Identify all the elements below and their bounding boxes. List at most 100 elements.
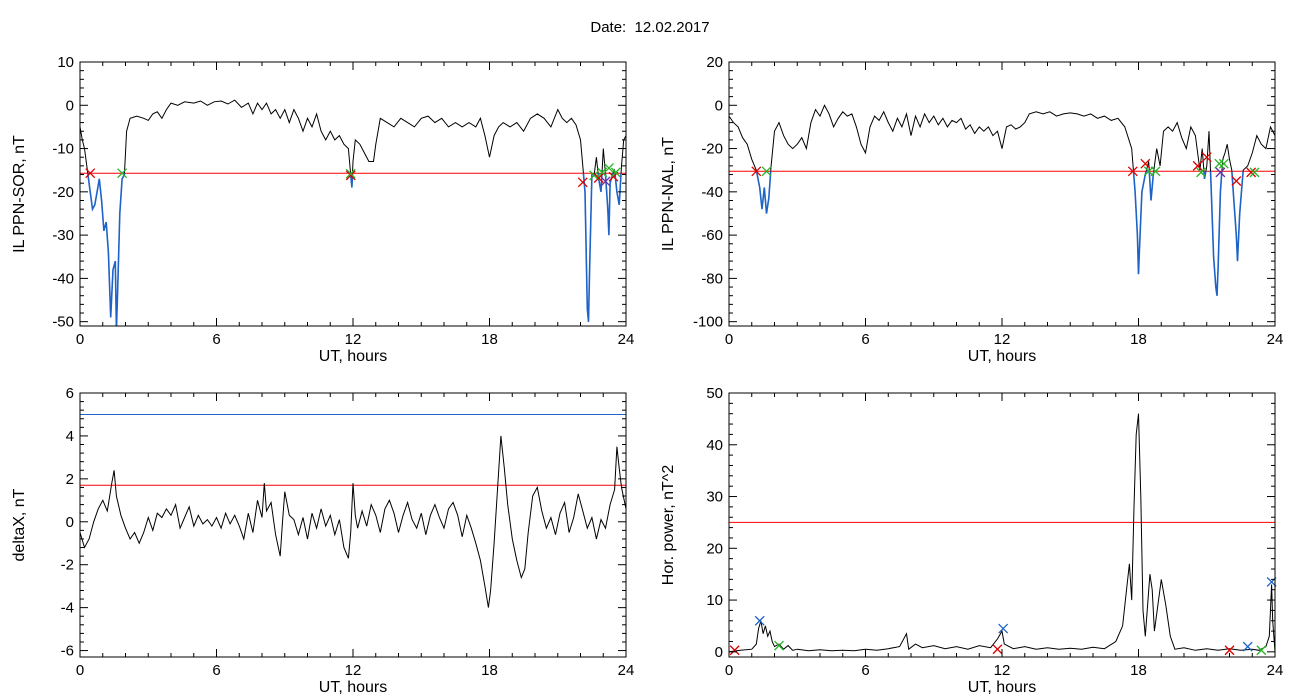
- event-marker-3: [345, 170, 356, 181]
- substorm-highlight-line: [86, 173, 622, 326]
- y-tick-label: 10: [57, 54, 74, 71]
- x-tick-label: 6: [861, 662, 869, 679]
- x-tick-label: 6: [212, 662, 220, 679]
- x-tick-label: 6: [861, 331, 869, 348]
- event-marker-6: [589, 170, 600, 181]
- y-tick-label: 6: [66, 385, 74, 402]
- x-tick-label: 12: [345, 331, 362, 348]
- x-tick-label: 24: [1267, 662, 1284, 679]
- x-tick-label: 6: [212, 331, 220, 348]
- y-tick-label: -50: [52, 314, 74, 331]
- x-tick-label: 24: [618, 331, 635, 348]
- y-tick-label: 4: [66, 428, 74, 445]
- event-marker-5: [577, 177, 588, 188]
- y-tick-label: -20: [52, 184, 74, 201]
- y-axis-label: IL PPN-NAL, nT: [660, 137, 677, 251]
- event-marker-15: [1249, 167, 1260, 178]
- event-marker-1: [729, 645, 740, 656]
- x-tick-label: 0: [725, 331, 733, 348]
- y-tick-label: 0: [66, 97, 74, 114]
- y-axis-label: IL PPN-SOR, nT: [11, 135, 28, 253]
- data-series-line: [80, 99, 626, 326]
- x-axis-label: UT, hours: [968, 679, 1036, 696]
- y-tick-label: -60: [701, 227, 723, 244]
- x-tick-label: 24: [618, 662, 635, 679]
- substorm-highlight-line: [755, 171, 1244, 296]
- y-tick-label: 40: [706, 437, 723, 454]
- event-marker-6: [1150, 166, 1161, 177]
- event-marker-3: [774, 640, 785, 651]
- y-tick-label: 50: [706, 385, 723, 402]
- data-series-line: [80, 435, 626, 608]
- chart-4: 0 6 12 18 24 50 40 30 20 10 0 UT, hours Hor. power, …: [660, 385, 1283, 696]
- plot-frame: [728, 61, 1276, 327]
- page-title: Date: 12.02.2017: [590, 19, 710, 36]
- y-axis-label: deltaX, nT: [11, 488, 28, 561]
- y-tick-label: -6: [61, 643, 74, 660]
- y-tick-label: 20: [706, 540, 723, 557]
- event-marker-2: [117, 168, 128, 179]
- x-tick-label: 24: [1267, 331, 1284, 348]
- x-tick-label: 18: [1130, 662, 1147, 679]
- chart-3: 0 6 12 18 24 6 4 2 0 -2 -4 -6 UT, hours deltaX, nT: [11, 385, 634, 696]
- event-marker-7: [1242, 641, 1253, 652]
- event-marker-10: [1214, 158, 1225, 169]
- y-tick-label: 0: [715, 97, 723, 114]
- y-tick-label: 10: [706, 592, 723, 609]
- y-tick-label: 30: [706, 489, 723, 506]
- y-tick-label: 20: [706, 54, 723, 71]
- x-tick-label: 0: [76, 331, 84, 348]
- x-tick-label: 12: [994, 662, 1011, 679]
- y-tick-label: 0: [66, 514, 74, 531]
- event-marker-10: [603, 163, 614, 173]
- event-marker-5: [998, 623, 1009, 634]
- y-tick-label: -10: [52, 141, 74, 158]
- event-marker-12: [610, 167, 621, 178]
- event-marker-1: [85, 168, 96, 179]
- event-marker-8: [1196, 167, 1207, 178]
- y-tick-label: -40: [52, 270, 74, 287]
- y-tick-label: 0: [715, 644, 723, 661]
- x-tick-label: 12: [345, 662, 362, 679]
- x-tick-label: 18: [481, 331, 498, 348]
- event-marker-4: [992, 644, 1003, 655]
- x-axis-label: UT, hours: [319, 679, 387, 696]
- event-marker-9: [600, 176, 611, 187]
- plot-frame: [79, 61, 627, 327]
- event-marker-3: [1127, 166, 1138, 177]
- chart-1: 0 6 12 18 24 10 0 -10 -20 -30 -40 -50 UT, hours IL PP…: [11, 54, 634, 365]
- x-axis-label: UT, hours: [968, 348, 1036, 365]
- event-marker-7: [1192, 160, 1203, 171]
- event-marker-2: [754, 615, 765, 626]
- event-marker-12: [1218, 158, 1229, 169]
- event-marker-14: [1246, 167, 1257, 178]
- x-tick-label: 0: [76, 662, 84, 679]
- event-marker-7: [593, 173, 604, 183]
- event-marker-9: [1201, 152, 1212, 163]
- y-axis-label: Hor. power, nT^2: [660, 465, 677, 586]
- y-tick-label: -100: [693, 314, 723, 331]
- y-tick-label: -30: [52, 227, 74, 244]
- x-tick-label: 12: [994, 331, 1011, 348]
- event-marker-4: [345, 168, 356, 179]
- plot-frame: [79, 392, 627, 658]
- event-marker-6: [1224, 645, 1235, 656]
- x-tick-label: 0: [725, 662, 733, 679]
- event-marker-4: [1140, 158, 1151, 169]
- y-tick-label: -4: [61, 600, 74, 617]
- event-marker-1: [751, 166, 762, 177]
- y-tick-label: 2: [66, 471, 74, 488]
- chart-2: 0 6 12 18 24 20 0 -20 -40 -60 -80 -100 UT, hours IL P…: [660, 54, 1283, 365]
- y-tick-label: -2: [61, 557, 74, 574]
- event-marker-8: [597, 167, 608, 178]
- y-tick-label: -80: [701, 270, 723, 287]
- event-marker-8: [1256, 645, 1267, 656]
- data-series-line: [729, 413, 1275, 653]
- event-marker-13: [1231, 176, 1242, 186]
- plot-frame: [728, 392, 1276, 658]
- x-tick-label: 18: [481, 662, 498, 679]
- event-marker-11: [1215, 167, 1226, 178]
- y-tick-label: -20: [701, 141, 723, 158]
- x-axis-label: UT, hours: [319, 348, 387, 365]
